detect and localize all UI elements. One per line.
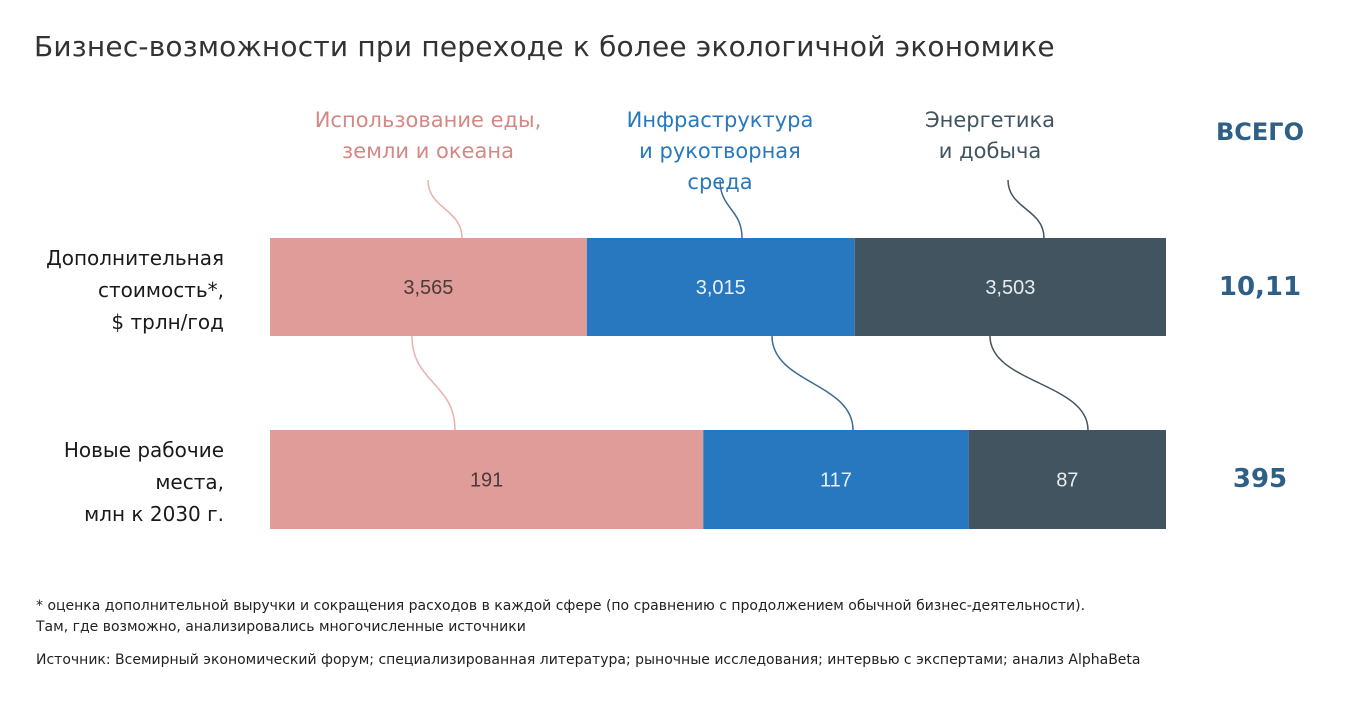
- legend-infrastructure-line-1: Инфраструктура: [626, 108, 814, 132]
- row-label-value-line-3: $ трлн/год: [111, 310, 224, 334]
- row-label-jobs-line-3: млн к 2030 г.: [84, 502, 224, 526]
- legend-food-line-2: земли и океана: [342, 139, 514, 163]
- total-header: ВСЕГО: [1216, 118, 1304, 146]
- legend-energy-line-1: Энергетика: [924, 108, 1056, 132]
- footnote-line-2: Там, где возможно, анализировались много…: [36, 619, 526, 635]
- row-label-jobs-line-1: Новые рабочие: [63, 438, 224, 462]
- bar-segment-energy-row-1: [854, 238, 1166, 336]
- source-note: Источник: Всемирный экономический форум;…: [36, 652, 1141, 668]
- bar-label-food-row-1: 3,565: [403, 277, 453, 299]
- legend-connector-energy: [1007, 179, 1045, 239]
- bar-segment-food-row-1: [270, 238, 587, 336]
- chart-title: Бизнес-возможности при переходе к более …: [34, 30, 1055, 63]
- row-connector-energy: [989, 335, 1089, 431]
- row-label-value-line-1: Дополнительная: [46, 246, 224, 270]
- row-label-jobs-line-2: места,: [155, 470, 224, 494]
- total-value: 10,11: [1218, 272, 1302, 302]
- total-jobs: 395: [1232, 464, 1288, 494]
- row-label-jobs: Новые рабочие места, млн к 2030 г.: [10, 434, 224, 530]
- legend-food: Использование еды, земли и океана: [278, 105, 578, 167]
- row-connector-infrastructure: [771, 335, 854, 431]
- row-label-value-line-2: стоимость*,: [98, 278, 224, 302]
- bar-label-infrastructure-row-1: 3,015: [696, 277, 746, 299]
- legend-energy-line-2: и добыча: [938, 139, 1042, 163]
- bar-label-energy-row-1: 3,503: [985, 277, 1035, 299]
- row-connector-food: [411, 335, 456, 431]
- legend-infrastructure-line-2: и рукотворная: [639, 139, 801, 163]
- bar-label-food-row-2: 191: [470, 470, 503, 492]
- bar-segment-infrastructure-row-1: [586, 238, 855, 336]
- bar-label-infrastructure-row-2: 117: [820, 470, 852, 492]
- legend-energy: Энергетика и добыча: [880, 105, 1100, 167]
- bar-segment-food-row-2: [270, 430, 704, 529]
- bar-segment-energy-row-2: [968, 430, 1166, 529]
- bar-label-energy-row-2: 87: [1056, 470, 1078, 492]
- legend-connector-food: [427, 179, 463, 239]
- legend-food-line-1: Использование еды,: [314, 108, 542, 132]
- row-label-value: Дополнительная стоимость*, $ трлн/год: [10, 242, 224, 338]
- footnote-line-1: * оценка дополнительной выручки и сокращ…: [36, 598, 1086, 614]
- legend-connector-infrastructure: [719, 179, 743, 239]
- bar-segment-infrastructure-row-2: [703, 430, 969, 529]
